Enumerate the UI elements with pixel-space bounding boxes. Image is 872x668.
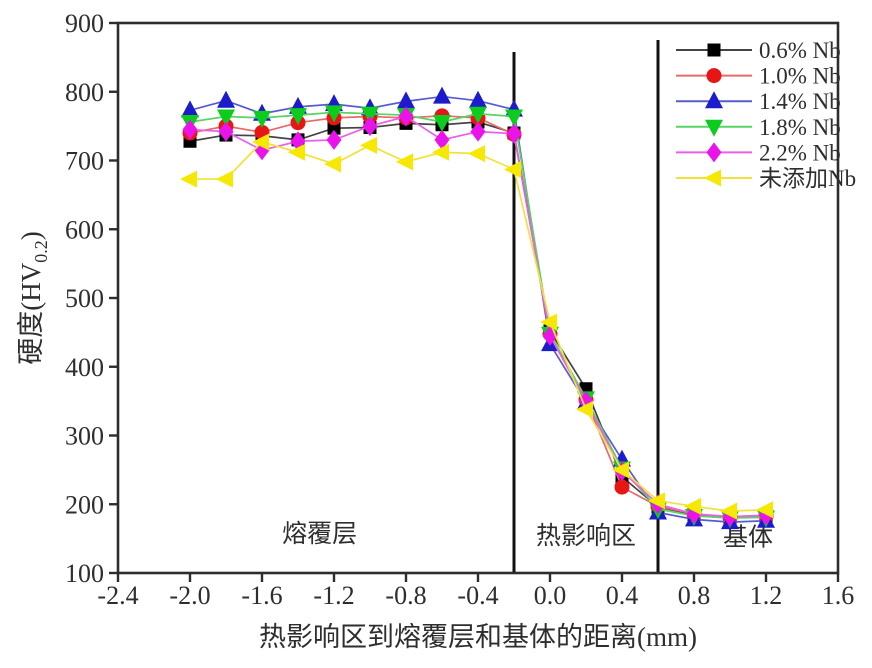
x-tick-label: 0.4 <box>606 581 639 610</box>
y-tick-label: 400 <box>65 353 104 382</box>
x-tick-label: 1.6 <box>822 581 855 610</box>
x-tick-label: 0.0 <box>534 581 567 610</box>
series-marker <box>360 136 377 154</box>
x-tick-label: -1.6 <box>241 581 282 610</box>
series-marker <box>217 109 235 127</box>
series-line <box>189 111 767 519</box>
y-tick-label: 600 <box>65 215 104 244</box>
legend-item: 1.4% Nb <box>676 89 841 114</box>
x-tick-label: 1.2 <box>750 581 783 610</box>
series-marker <box>684 497 701 515</box>
series-marker <box>434 129 450 150</box>
y-tick-label: 300 <box>65 422 104 451</box>
series-marker <box>289 108 307 126</box>
series-marker <box>432 143 449 161</box>
legend-marker <box>706 68 722 84</box>
series-marker <box>216 170 233 188</box>
y-axis-title: 硬度(HV0.2) <box>16 231 51 365</box>
y-tick-label: 700 <box>65 147 104 176</box>
x-tick-label: -0.8 <box>385 581 426 610</box>
x-tick-label: 0.8 <box>678 581 711 610</box>
series-marker <box>648 492 665 510</box>
series-5-group <box>182 106 774 527</box>
series-marker <box>397 91 415 109</box>
legend-marker <box>707 43 721 57</box>
series-marker <box>362 116 378 137</box>
series-marker <box>327 121 341 135</box>
legend-label: 1.4% Nb <box>759 89 841 114</box>
legend-marker <box>705 91 723 109</box>
x-axis-title: 热影响区到熔覆层和基体的距离(mm) <box>259 622 697 652</box>
series-marker <box>576 400 593 418</box>
series-line <box>189 115 767 518</box>
series-marker <box>361 106 379 124</box>
legend-item: 0.6% Nb <box>676 38 841 63</box>
legend-label: 0.6% Nb <box>759 38 841 63</box>
legend-label: 1.0% Nb <box>759 64 841 89</box>
series-marker <box>253 110 271 128</box>
series-marker <box>218 121 234 142</box>
legend-item: 2.2% Nb <box>676 140 841 165</box>
series-2-group <box>182 108 774 525</box>
series-line <box>190 140 767 512</box>
series-marker <box>470 121 486 142</box>
series-marker <box>217 90 235 108</box>
series-1-group <box>183 115 773 525</box>
series-line <box>189 114 767 519</box>
series-marker <box>469 90 487 108</box>
x-tick-label: -1.2 <box>313 581 354 610</box>
series-line <box>189 121 767 519</box>
series-marker <box>505 109 523 127</box>
series-marker <box>252 133 269 151</box>
x-tick-label: -2.4 <box>97 581 138 610</box>
series-marker <box>469 106 487 124</box>
series-marker <box>324 155 341 173</box>
series-marker <box>398 106 414 127</box>
series-marker <box>433 86 451 104</box>
legend-label: 1.8% Nb <box>759 115 841 140</box>
legend-item: 未添加Nb <box>676 166 856 191</box>
legend-item: 1.8% Nb <box>676 115 841 140</box>
y-tick-label: 100 <box>65 559 104 588</box>
legend-label: 未添加Nb <box>759 166 856 191</box>
x-tick-label: -0.4 <box>457 581 498 610</box>
series-marker <box>288 143 305 161</box>
series-marker <box>182 119 198 140</box>
series-marker <box>720 502 737 520</box>
series-marker <box>396 153 413 171</box>
series-marker <box>180 170 197 188</box>
legend-marker <box>705 119 723 137</box>
series-marker <box>433 115 451 132</box>
series-marker <box>468 145 485 163</box>
series-line <box>189 95 767 523</box>
series-marker <box>325 105 343 123</box>
y-tick-label: 800 <box>65 78 104 107</box>
series-marker <box>181 100 199 118</box>
series-4-group <box>181 105 775 528</box>
series-marker <box>756 501 773 519</box>
x-tick-label: -2.0 <box>169 581 210 610</box>
series-marker <box>504 160 521 178</box>
series-marker <box>506 123 522 144</box>
legend-item: 1.0% Nb <box>676 64 841 89</box>
legend-marker <box>706 142 722 163</box>
y-tick-label: 200 <box>65 490 104 519</box>
series-marker <box>614 479 630 495</box>
series-marker <box>540 313 557 331</box>
series-6-group <box>180 133 773 520</box>
series-marker <box>326 129 342 150</box>
y-tick-label: 900 <box>65 9 104 38</box>
y-tick-label: 500 <box>65 284 104 313</box>
legend-marker <box>704 169 721 187</box>
legend-label: 2.2% Nb <box>759 140 841 165</box>
series-marker <box>612 461 629 479</box>
region-label: 熔覆层 <box>282 520 357 548</box>
region-label: 热影响区 <box>536 522 636 550</box>
